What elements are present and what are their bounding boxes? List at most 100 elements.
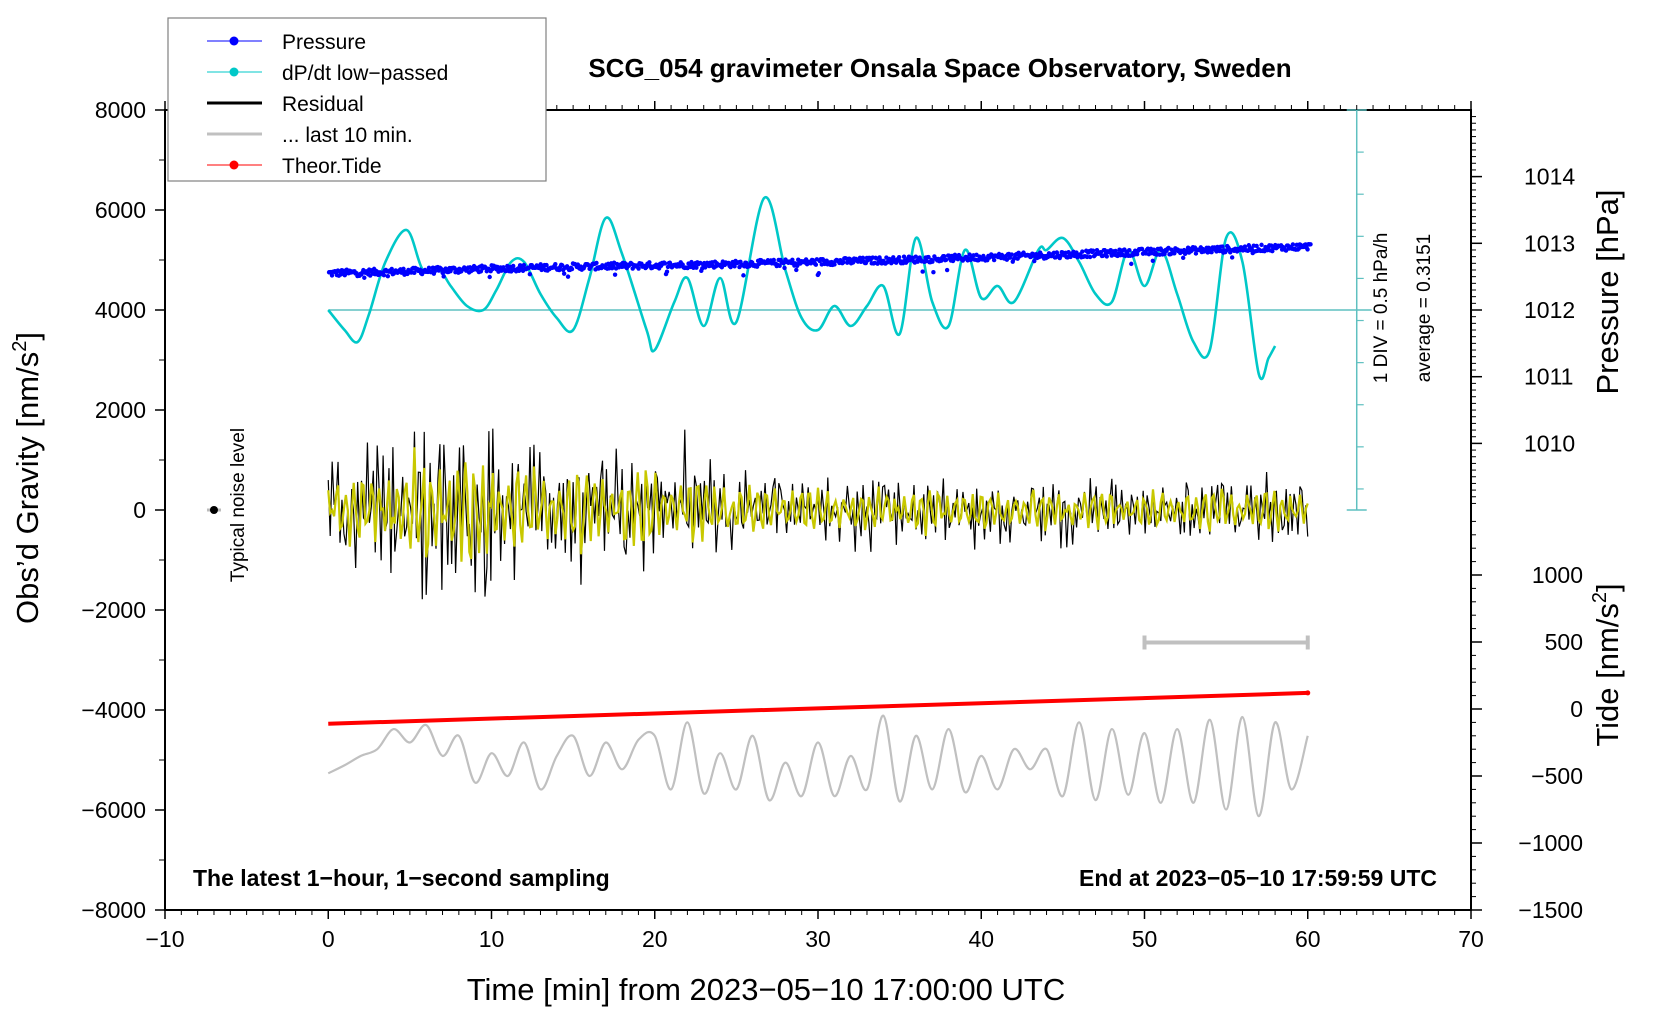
x-axis-label: Time [min] from 2023−05−10 17:00:00 UTC bbox=[467, 972, 1066, 1007]
y-axis-label-tide-text: Tide [nm/s bbox=[1590, 603, 1625, 747]
pressure-point bbox=[1087, 254, 1093, 260]
y-pressure-tick-label: 1012 bbox=[1524, 297, 1575, 323]
legend-swatch-dot bbox=[229, 67, 239, 77]
pressure-point bbox=[426, 265, 432, 271]
pressure-point bbox=[389, 266, 394, 272]
noise-level-dot bbox=[209, 506, 218, 514]
pressure-point bbox=[832, 262, 837, 267]
pressure-point bbox=[901, 254, 907, 259]
pressure-point bbox=[896, 255, 902, 260]
pressure-point bbox=[565, 274, 571, 279]
pressure-point bbox=[594, 260, 599, 266]
chart-title: SCG_054 gravimeter Onsala Space Observat… bbox=[588, 53, 1291, 83]
pressure-point bbox=[1104, 254, 1109, 259]
pressure-point bbox=[647, 260, 652, 265]
pressure-point bbox=[777, 263, 782, 268]
residual-line bbox=[327, 428, 1309, 600]
theor-tide-line bbox=[328, 690, 1308, 726]
pressure-point bbox=[441, 274, 446, 279]
pressure-point bbox=[401, 266, 406, 272]
theor-tide-series bbox=[328, 690, 1311, 726]
y-axis-label-left-close: ] bbox=[10, 332, 45, 341]
pressure-point bbox=[385, 273, 391, 279]
pressure-point bbox=[432, 269, 438, 274]
legend-label: dP/dt low−passed bbox=[282, 62, 448, 85]
pressure-series bbox=[326, 241, 1313, 280]
y-left-tick-label: −4000 bbox=[81, 697, 146, 723]
legend-label: Pressure bbox=[282, 31, 366, 54]
pressure-point bbox=[694, 265, 699, 270]
pressure-point bbox=[782, 265, 787, 271]
dpdt-scale-bar bbox=[328, 109, 1372, 511]
pressure-point bbox=[487, 274, 492, 280]
y-axis-label-left: Obs’d Gravity [nm/s2] bbox=[9, 332, 45, 624]
y-pressure-tick-label: 1010 bbox=[1524, 430, 1575, 456]
pressure-point bbox=[1151, 247, 1157, 252]
legend-item: Pressure bbox=[207, 31, 366, 54]
pressure-point bbox=[1254, 243, 1259, 249]
pressure-point bbox=[521, 262, 527, 268]
x-tick-label: 70 bbox=[1458, 926, 1484, 952]
pressure-point bbox=[991, 257, 997, 263]
pressure-point bbox=[564, 264, 570, 269]
legend-item: Theor.Tide bbox=[207, 155, 382, 178]
y-left-tick-label: 6000 bbox=[95, 197, 146, 223]
pressure-point bbox=[1009, 252, 1014, 257]
x-tick-label: 30 bbox=[805, 926, 831, 952]
dpdt-line bbox=[327, 196, 1277, 381]
pressure-point bbox=[1229, 255, 1235, 260]
y-left-tick-label: 8000 bbox=[95, 97, 146, 123]
dpdt-series bbox=[327, 196, 1277, 381]
pressure-point bbox=[943, 257, 949, 263]
pressure-point bbox=[644, 265, 649, 270]
pressure-point bbox=[362, 275, 367, 280]
y-tide-tick-label: 500 bbox=[1545, 629, 1583, 655]
dpdt-average-label: average = 0.3151 bbox=[1414, 234, 1435, 382]
y-left-tick-label: −6000 bbox=[81, 797, 146, 823]
pressure-point bbox=[967, 252, 972, 257]
residual-lowpassed-series bbox=[327, 447, 1309, 562]
y-pressure-tick-label: 1013 bbox=[1524, 230, 1575, 256]
y-axis-label-left-sup: 2 bbox=[9, 341, 31, 352]
pressure-point bbox=[553, 262, 558, 267]
pressure-point bbox=[1193, 251, 1199, 256]
pressure-point bbox=[860, 255, 866, 261]
theor-tide-end-point bbox=[1305, 690, 1311, 696]
pressure-point bbox=[930, 259, 935, 264]
legend: Pressure dP/dt low−passed Residual ... last… bbox=[167, 17, 547, 182]
last-10-min-line bbox=[327, 714, 1309, 818]
pressure-point bbox=[1058, 253, 1063, 259]
x-tick-label: 50 bbox=[1132, 926, 1158, 952]
y-axis-label-tide: Tide [nm/s2] bbox=[1589, 583, 1625, 746]
pressure-point bbox=[1032, 258, 1037, 264]
y-left-tick-label: −8000 bbox=[81, 897, 146, 923]
pressure-point bbox=[944, 267, 950, 273]
x-tick-label: 20 bbox=[642, 926, 668, 952]
y-axis-label-tide-close: ] bbox=[1590, 583, 1625, 592]
legend-swatch-dot bbox=[229, 160, 239, 170]
pressure-point bbox=[511, 263, 516, 269]
pressure-point bbox=[561, 271, 567, 276]
pressure-point bbox=[636, 266, 641, 271]
pressure-point bbox=[544, 262, 549, 268]
pressure-point bbox=[841, 260, 846, 265]
pressure-point bbox=[702, 265, 708, 270]
pressure-point bbox=[771, 257, 776, 263]
pressure-point bbox=[794, 267, 799, 273]
pressure-point bbox=[329, 273, 335, 278]
pressure-point bbox=[1113, 248, 1118, 254]
residual-lowpassed-line bbox=[327, 447, 1309, 562]
annotation-bottom-right: End at 2023−05−10 17:59:59 UTC bbox=[1079, 865, 1437, 891]
y-axis-label-tide-sup: 2 bbox=[1589, 592, 1611, 603]
y-left-tick-label: 2000 bbox=[95, 397, 146, 423]
legend-item: Residual bbox=[207, 93, 364, 116]
x-tick-label: −10 bbox=[145, 926, 184, 952]
pressure-point bbox=[412, 270, 417, 276]
pressure-point bbox=[1308, 242, 1313, 247]
legend-item: ... last 10 min. bbox=[207, 124, 413, 147]
pressure-point bbox=[612, 272, 618, 277]
noise-level-label: Typical noise level bbox=[228, 428, 249, 582]
pressure-point bbox=[1305, 247, 1310, 252]
dpdt-scale-label: 1 DIV = 0.5 hPa/h bbox=[1371, 233, 1392, 384]
